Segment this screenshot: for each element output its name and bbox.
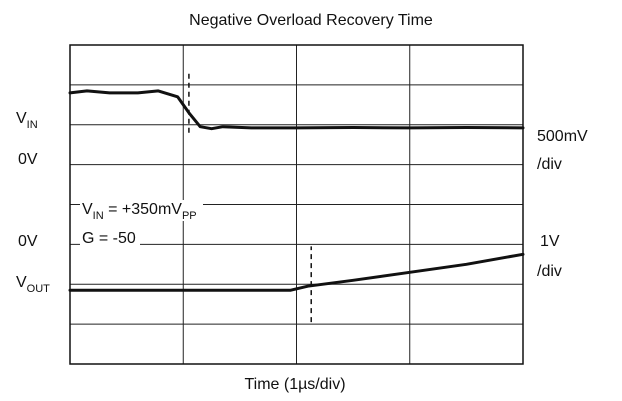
traces bbox=[68, 89, 525, 292]
annotation-conditions: VIN = +350mVPP bbox=[80, 200, 203, 222]
bottom-scale-label: 1V bbox=[540, 233, 560, 250]
annotation-gain: G = -50 bbox=[80, 229, 140, 249]
zero-top-label: 0V bbox=[18, 151, 38, 168]
zero-bottom-label: 0V bbox=[18, 233, 38, 250]
vin-label: VIN bbox=[16, 110, 38, 131]
trace-vin bbox=[68, 89, 525, 131]
vout-label: VOUT bbox=[16, 274, 50, 295]
grid bbox=[69, 44, 524, 365]
top-div-label: /div bbox=[537, 156, 562, 173]
chart-title: Negative Overload Recovery Time bbox=[189, 12, 433, 29]
top-scale-label: 500mV bbox=[537, 128, 588, 145]
trace-vout bbox=[68, 252, 525, 292]
bottom-div-label: /div bbox=[537, 263, 562, 280]
plot-frame bbox=[69, 44, 524, 365]
x-axis-label: Time (1µs/div) bbox=[244, 376, 346, 393]
